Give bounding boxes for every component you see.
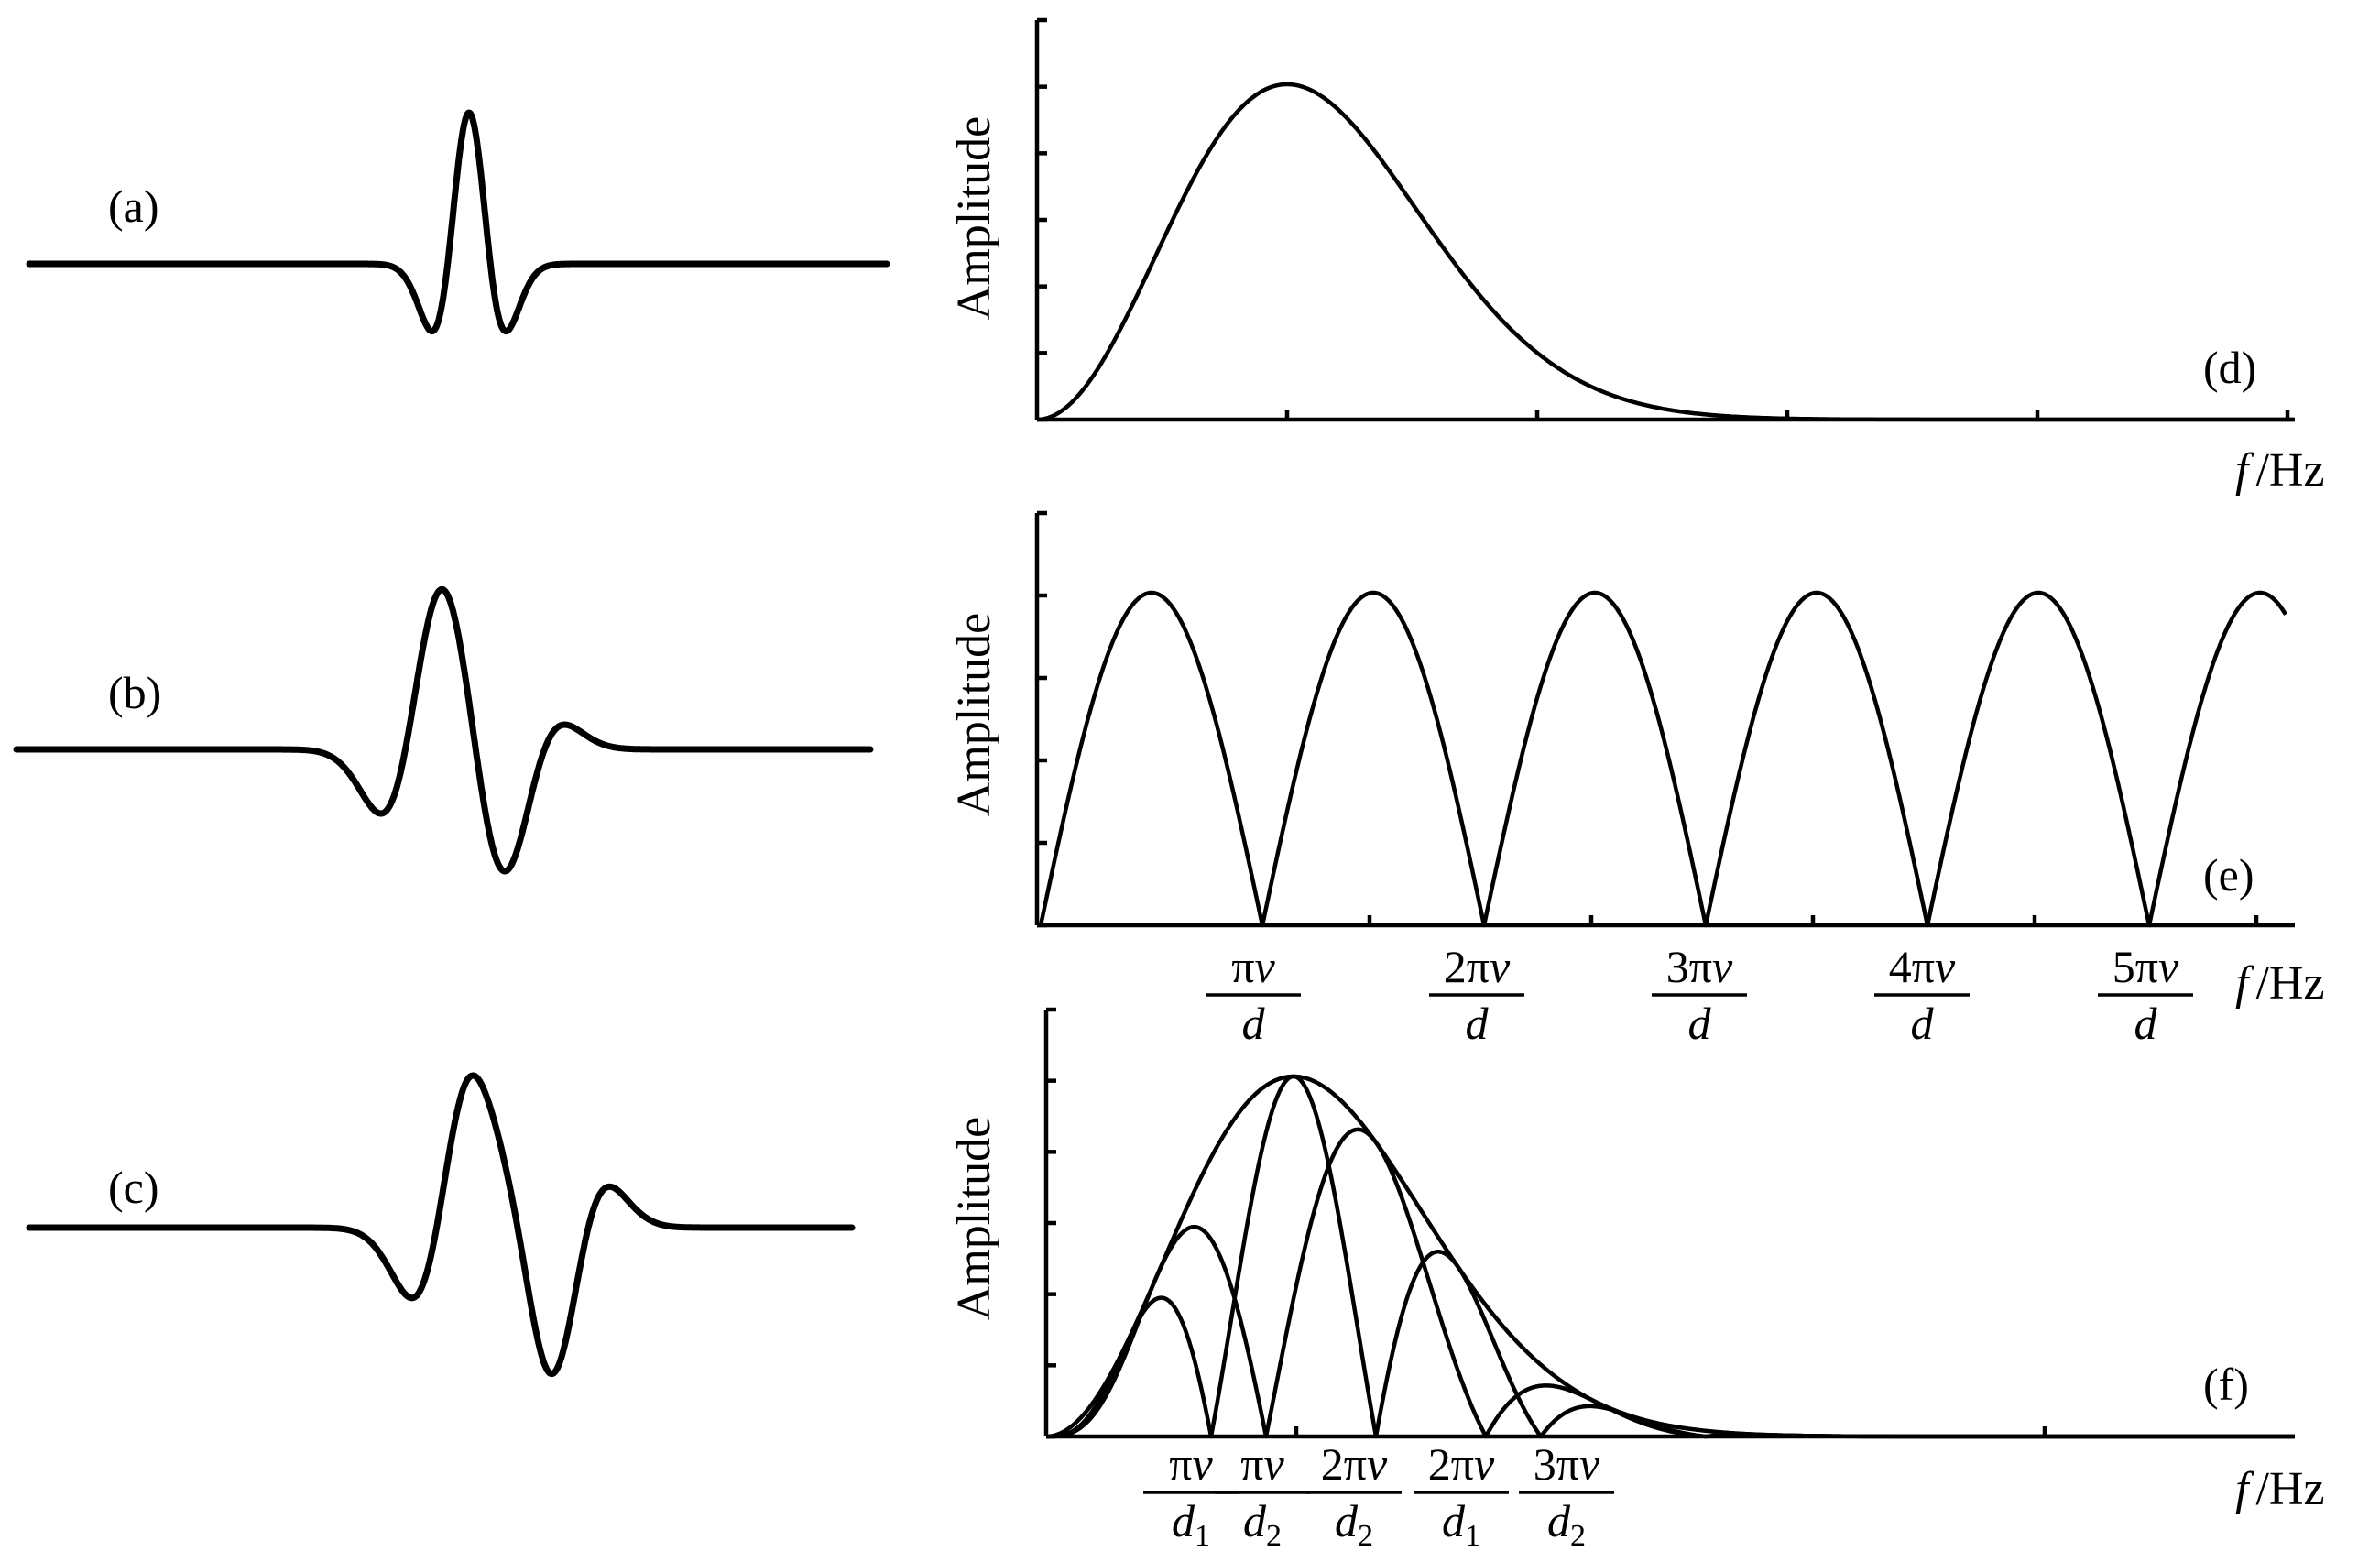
xtick-numerator: πv bbox=[1240, 1438, 1284, 1490]
waveform-a bbox=[26, 109, 890, 335]
xtick-numerator: 4πv bbox=[1889, 941, 1956, 992]
xtick-numerator: 2πv bbox=[1428, 1438, 1495, 1490]
xtick-denominator: d bbox=[2134, 998, 2158, 1049]
panel-f-xlabel: f/Hz bbox=[2235, 1463, 2325, 1515]
panel-d-xlabel-unit: /Hz bbox=[2255, 444, 2324, 497]
xtick-label: πv d bbox=[1206, 941, 1301, 1049]
xtick-denominator: d2 bbox=[1243, 1495, 1282, 1551]
xtick-numerator-v: v bbox=[1490, 941, 1511, 992]
xtick-numerator-v: v bbox=[1935, 941, 1956, 992]
panel-b-label: (b) bbox=[108, 667, 161, 718]
spectrum-f-notch-d2 bbox=[1044, 1127, 2297, 1439]
xtick-label: 2πv d bbox=[1429, 941, 1524, 1049]
xtick-numerator: πv bbox=[1169, 1438, 1213, 1490]
spectrum-d-curve bbox=[1036, 82, 2295, 422]
xtick-numerator: 5πv bbox=[2113, 941, 2179, 992]
panel-e-axes bbox=[1034, 510, 2295, 928]
xtick-denominator: d bbox=[1242, 998, 1266, 1049]
xtick-numerator-v: v bbox=[2158, 941, 2179, 992]
panel-a: (a) bbox=[26, 109, 890, 335]
spectrum-f-curves bbox=[1044, 1074, 2297, 1439]
panel-e-xlabel-unit: /Hz bbox=[2255, 957, 2324, 1010]
panel-f-label: (f) bbox=[2203, 1359, 2249, 1410]
panel-e-xtick-labels: πv d 2πv d 3πv d 4πv d 5πv d bbox=[1206, 941, 2193, 1049]
xtick-denominator: d2 bbox=[1335, 1495, 1373, 1551]
xtick-label: 4πv d bbox=[1874, 941, 1970, 1049]
xtick-numerator: 3πv bbox=[1534, 1438, 1600, 1490]
xtick-numerator-v: v bbox=[1712, 941, 1733, 992]
spectrum-e-curve bbox=[1038, 590, 2287, 928]
xtick-denominator-sub: 2 bbox=[1358, 1519, 1373, 1551]
panel-d-label: (d) bbox=[2203, 342, 2256, 393]
waveform-c bbox=[26, 1072, 856, 1378]
panel-f-ylabel: Amplitude bbox=[948, 1117, 1000, 1320]
xtick-numerator-v: v bbox=[1193, 1438, 1214, 1490]
xtick-numerator-v: v bbox=[1579, 1438, 1600, 1490]
panel-f-xlabel-symbol: f bbox=[2235, 1463, 2254, 1515]
xtick-label: 5πv d bbox=[2098, 941, 2193, 1049]
panel-b: (b) bbox=[13, 585, 874, 875]
xtick-denominator-sub: 1 bbox=[1195, 1519, 1210, 1551]
panel-e-label: (e) bbox=[2203, 849, 2254, 901]
panel-c-label: (c) bbox=[108, 1162, 159, 1213]
panel-e: Amplitude (e) f/Hz πv d 2πv d 3πv d 4πv d 5πv d bbox=[948, 510, 2325, 1049]
spectrum-f-envelope bbox=[1044, 1074, 2297, 1439]
panel-e-xlabel: f/Hz bbox=[2235, 957, 2325, 1010]
spectrum-f-notch-d1 bbox=[1044, 1074, 2297, 1439]
panel-d-axes bbox=[1034, 17, 2295, 422]
xtick-denominator: d bbox=[1688, 998, 1712, 1049]
xtick-numerator: 2πv bbox=[1321, 1438, 1388, 1490]
panel-c: (c) bbox=[26, 1072, 856, 1378]
xtick-denominator: d1 bbox=[1172, 1495, 1210, 1551]
xtick-denominator-sub: 1 bbox=[1465, 1519, 1480, 1551]
panel-d-xlabel-symbol: f bbox=[2235, 444, 2254, 497]
panel-e-xlabel-symbol: f bbox=[2235, 957, 2254, 1010]
xtick-denominator: d1 bbox=[1442, 1495, 1480, 1551]
xtick-numerator-v: v bbox=[1255, 941, 1276, 992]
xtick-label: 3πv d bbox=[1652, 941, 1747, 1049]
panel-d-ylabel: Amplitude bbox=[948, 116, 1000, 320]
xtick-numerator: πv bbox=[1231, 941, 1275, 992]
panel-f: Amplitude (f) f/Hz πvd1πvd22πvd22πvd13πv… bbox=[948, 1007, 2325, 1551]
panel-e-ylabel: Amplitude bbox=[948, 613, 1000, 816]
xtick-denominator-sub: 2 bbox=[1266, 1519, 1282, 1551]
xtick-denominator: d bbox=[1911, 998, 1935, 1049]
xtick-numerator-v: v bbox=[1474, 1438, 1495, 1490]
xtick-denominator-sub: 2 bbox=[1570, 1519, 1586, 1551]
xtick-numerator-v: v bbox=[1367, 1438, 1388, 1490]
panel-f-axes bbox=[1043, 1007, 2295, 1439]
xtick-numerator: 3πv bbox=[1666, 941, 1733, 992]
panel-f-xlabel-unit: /Hz bbox=[2255, 1463, 2324, 1515]
waveform-b bbox=[13, 585, 874, 875]
panel-a-label: (a) bbox=[108, 180, 159, 232]
xtick-numerator-v: v bbox=[1264, 1438, 1285, 1490]
xtick-denominator: d2 bbox=[1547, 1495, 1586, 1551]
panel-d: Amplitude (d) f/Hz bbox=[948, 17, 2325, 497]
xtick-denominator: d bbox=[1466, 998, 1490, 1049]
panel-d-xlabel: f/Hz bbox=[2235, 444, 2325, 497]
xtick-numerator: 2πv bbox=[1444, 941, 1511, 992]
